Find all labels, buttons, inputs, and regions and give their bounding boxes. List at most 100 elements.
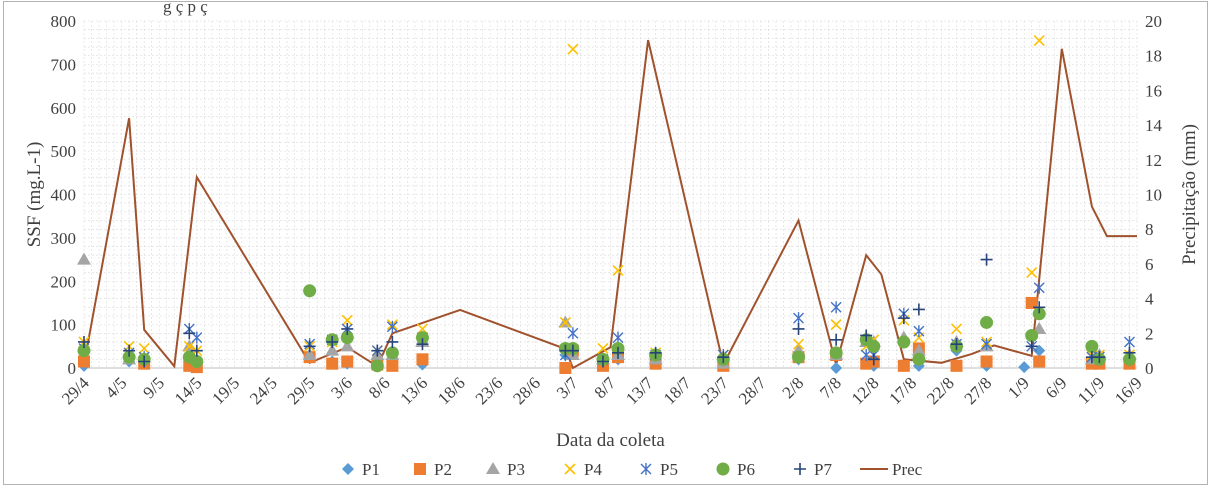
point-p7 [416,338,429,351]
y2-tick-label: 6 [1145,255,1154,274]
point-p4 [597,342,609,355]
point-p7 [649,346,662,359]
x-tick-label: 18/6 [434,373,469,408]
point-p7 [596,355,609,368]
point-p7 [1025,340,1038,353]
point-p6 [340,331,354,345]
y-tick-label: 500 [51,142,77,161]
point-p3 [911,343,926,356]
point-p4 [792,338,805,350]
point-p7 [341,322,354,335]
point-p7 [912,303,925,316]
point-p7 [860,329,873,342]
series-p6 [77,284,1136,373]
point-p1 [1033,344,1046,357]
x-tick-label: 14/5 [171,373,206,408]
x-tick-label: 28/7 [735,373,770,408]
point-p2 [1033,355,1046,368]
x-tick-label: 29/4 [58,373,93,408]
point-p7 [792,322,805,335]
x-tick-label: 23/6 [472,373,507,408]
legend-label-p3: P3 [507,460,525,479]
point-p2 [950,359,963,372]
point-p7 [612,346,625,359]
y2-tick-label: 2 [1145,324,1154,343]
legend-marker-p5 [640,463,652,475]
point-p6 [1025,328,1039,342]
point-p4 [341,314,353,326]
x-tick-label: 8/7 [591,373,620,402]
point-p7 [123,344,136,357]
point-p6 [897,335,911,349]
point-p2 [341,355,354,368]
point-p6 [415,331,429,345]
point-p4 [559,316,571,329]
point-p5 [981,338,993,351]
point-p5 [913,325,925,338]
point-p5 [612,331,624,344]
legend-label-prec: Prec [892,460,923,479]
point-p7 [1123,346,1136,359]
x-tick-label: 19/5 [208,373,243,408]
point-p6 [1122,352,1136,366]
point-p7 [371,344,384,357]
x-tick-label: 12/8 [848,373,883,408]
x-tick-label: 13/7 [622,373,657,408]
point-p4 [183,340,195,352]
point-p7 [183,327,196,340]
point-p2 [980,355,993,368]
x-tick-label: 23/7 [697,373,732,408]
point-p2 [416,353,429,366]
point-p7 [138,355,151,368]
x-tick-label: 24/5 [246,373,281,408]
point-p7 [717,351,730,364]
point-p4 [830,319,842,331]
point-p4 [1026,267,1038,279]
y2-tick-label: 14 [1145,116,1163,135]
x-tick-label: 7/8 [816,373,845,402]
y-tick-label: 200 [51,272,77,291]
point-p1 [830,362,843,374]
legend: P1 P2 P3 P4 P5 P6 P7 Prec [342,460,923,479]
point-p3 [302,347,317,360]
legend-label-p2: P2 [434,460,452,479]
point-p7 [897,312,910,325]
legend-label-p5: P5 [660,460,678,479]
y2-tick-label: 4 [1145,290,1154,309]
x-tick-label: 29/5 [284,373,319,408]
x-tick-label: 27/8 [961,373,996,408]
point-p6 [867,339,881,353]
prec-line [83,39,1137,370]
y2-tick-label: 12 [1145,151,1162,170]
y-tick-label: 400 [51,186,77,205]
point-p6 [190,354,204,368]
point-p7 [326,335,339,348]
point-p6 [792,350,806,364]
point-p6 [303,284,317,298]
legend-label-p1: P1 [362,460,380,479]
y-tick-label: 700 [51,55,77,74]
legend-marker-p1 [342,463,354,475]
point-p6 [77,344,91,358]
x-tick-label: 6/9 [1042,373,1071,402]
point-p6 [370,359,384,373]
point-p4 [1033,34,1045,47]
legend-marker-p6 [716,462,730,476]
point-p6 [1032,307,1046,321]
point-p5 [567,327,579,340]
point-p4 [138,342,150,355]
legend-marker-p2 [414,463,426,475]
point-p6 [122,350,136,364]
x-tick-label: 8/6 [365,373,394,402]
point-p4 [612,264,624,276]
point-p2 [386,359,399,372]
point-p7 [78,335,90,348]
point-p3 [77,252,91,265]
point-p5 [830,301,842,314]
point-p5 [1033,281,1045,294]
point-p7 [980,253,993,266]
point-p6 [980,315,994,329]
y2-tick-label: 18 [1145,47,1162,66]
point-p3 [340,339,355,352]
x-tick-label: 1/9 [1004,373,1033,402]
